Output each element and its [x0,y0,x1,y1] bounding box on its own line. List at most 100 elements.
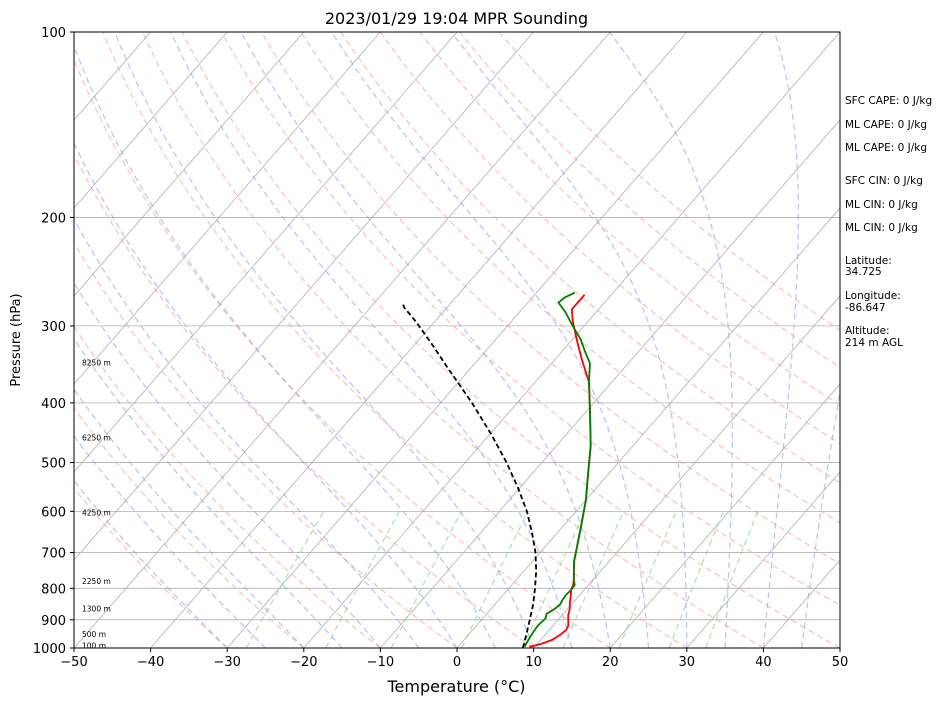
chart-title: 2023/01/29 19:04 MPR Sounding [325,9,588,28]
isotherm-line [456,207,840,648]
ml-cape-text-2: ML CAPE: 0 J/kg [845,142,927,154]
x-tick-label: −40 [137,655,164,670]
mixing-ratio-line [562,511,625,648]
dry-adiabat-line [260,32,840,565]
longitude-value: -86.647 [845,302,886,314]
y-axis-label: Pressure (hPa) [9,293,24,386]
moist-adiabat-line [451,32,688,648]
moist-adiabat-line [801,387,840,648]
isotherm-line [74,32,381,385]
height-label: 100 m [82,641,106,650]
moist-adiabat-line [74,388,305,648]
dry-adiabat-line [300,32,840,524]
moist-adiabat-line [74,337,343,648]
isotherm-line [150,32,688,648]
height-label: 6250 m [82,434,111,443]
moist-adiabat-line [74,479,228,648]
ml-cape-text: ML CAPE: 0 J/kg [845,119,927,131]
y-tick-label: 500 [41,457,66,472]
sfc-cape-text: SFC CAPE: 0 J/kg [845,95,932,107]
x-tick-label: 30 [679,655,696,670]
dry-adiabat-line [74,57,611,648]
x-tick-label: 20 [602,655,619,670]
ml-cin-text-2: ML CIN: 0 J/kg [845,222,918,234]
isotherm-line [533,295,840,648]
dry-adiabat-line [181,32,840,648]
x-tick-label: 50 [832,655,849,670]
x-tick-label: 0 [453,655,461,670]
moist-adiabat-line [74,141,458,648]
isotherm-line [303,32,840,648]
moist-adiabat-line [114,32,535,648]
y-tick-label: 900 [41,614,66,629]
dry-adiabat-line [141,32,764,648]
isotherm-line [226,32,764,648]
isotherm-line [74,32,611,648]
height-label: 1300 m [82,605,111,614]
x-tick-label: −10 [367,655,394,670]
mixing-ratio-line [521,511,586,648]
x-tick-label: 10 [525,655,542,670]
mixing-ratio-line [325,510,400,648]
y-tick-label: 1000 [33,642,66,657]
mixing-ratio-line [390,510,462,648]
height-labels: 100 m 500 m 1300 m 2250 m 4250 m 6250 m 8250 m [82,358,111,650]
height-label: 4250 m [82,509,111,518]
x-tick-label: −30 [213,655,240,670]
y-tick-label: 300 [41,320,66,335]
dry-adiabat-line [379,32,840,445]
x-tick-label: 40 [755,655,772,670]
altitude-label: Altitude: [845,325,890,337]
mixing-ratio-line [461,511,529,648]
dry-adiabat-line [221,32,840,607]
isotherm-line [380,119,840,648]
dry-adiabat-line [498,32,840,332]
height-label: 500 m [82,630,106,639]
y-tick-label: 200 [41,211,66,226]
moist-adiabat-line [74,435,266,648]
profiles [401,291,592,648]
mixing-ratio-line [618,511,677,648]
dry-adiabat-line [74,241,458,648]
moist-adiabat-line [240,32,611,648]
isotherm-line [74,32,458,473]
moist-adiabat-line [608,32,733,648]
dry-adiabat-line [419,32,840,406]
y-axis-ticks: 1000 900 800 700 600 500 400 300 200 100 [33,26,74,657]
moist-adiabat-line [74,44,496,648]
dry-adiabat-line [459,32,840,369]
isotherm-line [686,471,840,648]
isotherm-line [74,32,305,297]
height-label: 2250 m [82,577,111,586]
isotherm-line [74,32,228,209]
dry-adiabat-line [74,407,305,648]
longitude-label: Longitude: [845,290,901,302]
altitude-value: 214 m AGL [845,337,903,349]
parcel-profile-line [401,301,538,648]
x-tick-label: −50 [60,655,87,670]
x-axis-label: Temperature (°C) [386,677,525,696]
mixing-ratio-line [705,511,759,648]
latitude-value: 34.725 [845,266,882,278]
info-panel: SFC CAPE: 0 J/kg ML CAPE: 0 J/kg ML CAPE… [845,95,932,349]
moist-adiabat-line [762,32,800,648]
y-tick-label: 600 [41,505,66,520]
moist-adiabat-line [74,217,420,648]
ml-cin-text: ML CIN: 0 J/kg [845,199,918,211]
y-tick-label: 700 [41,547,66,562]
isotherm-line [74,32,534,561]
y-tick-label: 400 [41,397,66,412]
dry-adiabat-line [74,153,534,648]
latitude-label: Latitude: [845,255,892,267]
sfc-cin-text: SFC CIN: 0 J/kg [845,175,923,187]
y-tick-label: 800 [41,582,66,597]
moist-adiabat-line [331,32,650,648]
background-lines [74,32,840,648]
y-tick-label: 100 [41,26,66,41]
dewpoint-profile-line [523,291,592,648]
mixing-ratio-line [668,511,724,648]
height-label: 8250 m [82,358,111,367]
x-tick-label: −20 [290,655,317,670]
